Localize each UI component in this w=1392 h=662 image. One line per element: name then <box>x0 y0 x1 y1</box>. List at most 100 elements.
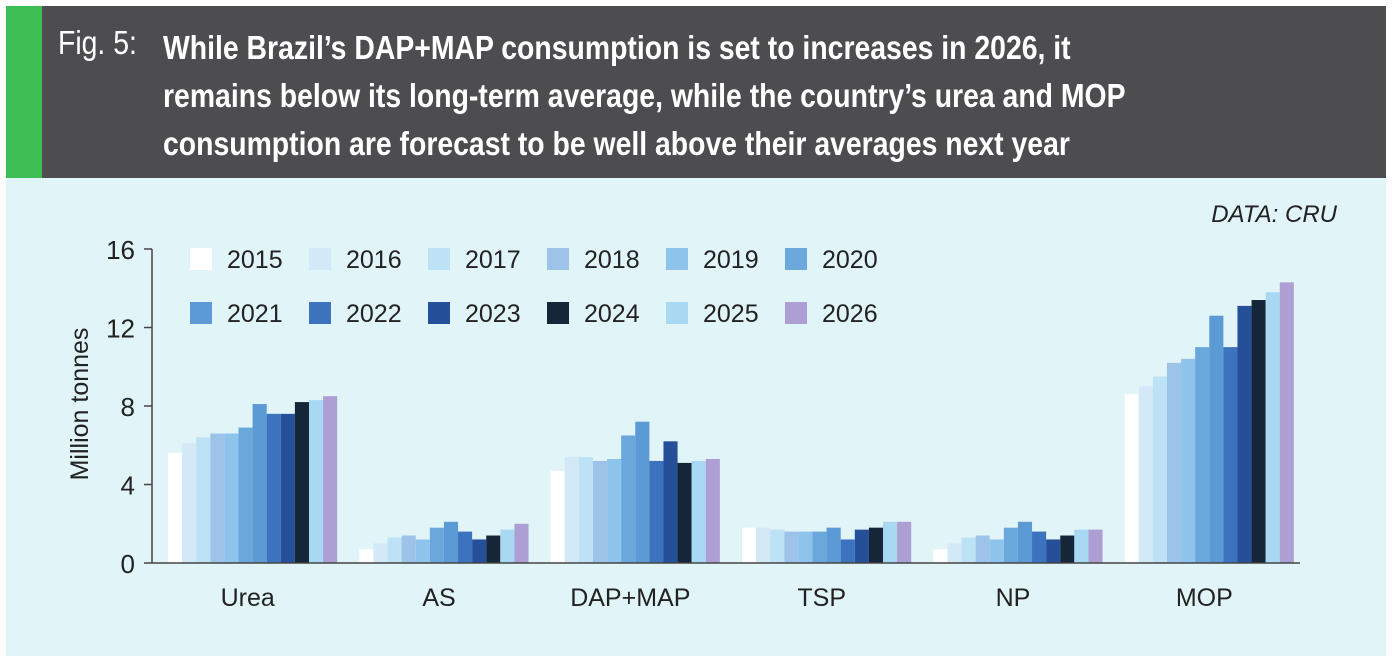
bar-np-2015 <box>933 549 948 563</box>
x-tick-label: TSP <box>797 584 846 612</box>
bar-as-2018 <box>401 535 416 563</box>
legend-label-2026: 2026 <box>822 300 878 328</box>
legend-label-2025: 2025 <box>703 300 759 328</box>
legend-swatch-2024 <box>547 302 569 324</box>
legend-label-2021: 2021 <box>227 300 283 328</box>
bar-urea-2023 <box>280 413 295 563</box>
bar-dap-map-2019 <box>607 458 622 563</box>
figure-label: Fig. 5: <box>58 24 137 61</box>
bar-np-2018 <box>975 535 990 563</box>
bar-dap-map-2025 <box>691 460 706 563</box>
bar-tsp-2025 <box>883 521 898 563</box>
bar-urea-2020 <box>238 427 253 563</box>
bar-urea-2021 <box>252 404 267 563</box>
bar-np-2017 <box>961 537 976 563</box>
bar-np-2019 <box>989 539 1004 563</box>
bar-as-2020 <box>429 527 444 563</box>
bar-tsp-2026 <box>897 521 912 563</box>
x-tick-label: NP <box>996 584 1031 612</box>
bar-np-2024 <box>1060 535 1075 563</box>
legend-label-2024: 2024 <box>584 300 640 328</box>
bar-mop-2017 <box>1152 376 1167 563</box>
bar-tsp-2024 <box>868 527 883 563</box>
legend-swatch-2021 <box>190 302 212 324</box>
figure-title-line-1: While Brazil’s DAP+MAP consumption is se… <box>163 29 1071 66</box>
x-tick-label: Urea <box>221 584 275 612</box>
bar-dap-map-2024 <box>677 462 692 563</box>
bar-mop-2019 <box>1181 358 1196 563</box>
bar-mop-2016 <box>1138 386 1153 564</box>
bar-tsp-2017 <box>770 529 785 563</box>
figure-title: While Brazil’s DAP+MAP consumption is se… <box>163 24 1307 168</box>
x-tick-label: MOP <box>1176 584 1233 612</box>
legend-label-2019: 2019 <box>703 246 759 274</box>
legend-swatch-2026 <box>785 302 807 324</box>
bar-mop-2024 <box>1251 300 1266 563</box>
bar-dap-map-2016 <box>564 457 579 563</box>
bar-tsp-2018 <box>784 531 799 563</box>
legend-swatch-2020 <box>785 248 807 270</box>
bar-tsp-2023 <box>854 529 869 563</box>
bar-dap-map-2017 <box>578 457 593 563</box>
legend-label-2022: 2022 <box>346 300 402 328</box>
legend-swatch-2018 <box>547 248 569 270</box>
y-tick-label: 8 <box>121 392 135 422</box>
bar-dap-map-2021 <box>635 421 650 563</box>
bar-tsp-2022 <box>840 539 855 563</box>
legend-swatch-2019 <box>666 248 688 270</box>
bar-urea-2026 <box>323 396 338 563</box>
y-axis-label: Million tonnes <box>66 328 94 481</box>
bar-tsp-2019 <box>798 531 813 563</box>
bar-as-2017 <box>387 537 402 563</box>
bar-urea-2018 <box>210 433 225 563</box>
bar-dap-map-2020 <box>621 435 636 563</box>
legend-label-2016: 2016 <box>346 246 402 274</box>
bar-as-2019 <box>415 539 430 563</box>
bar-urea-2019 <box>224 433 239 563</box>
legend-swatch-2015 <box>190 248 212 270</box>
y-tick-label: 16 <box>106 235 135 265</box>
bar-as-2022 <box>458 531 473 563</box>
legend-swatch-2023 <box>428 302 450 324</box>
axes-group: 0 4 8 12 16 <box>106 235 1300 579</box>
bar-as-2015 <box>359 549 374 563</box>
legend-label-2015: 2015 <box>227 246 283 274</box>
figure-title-line-2: remains below its long-term average, whi… <box>163 77 1126 114</box>
bar-mop-2020 <box>1195 347 1210 564</box>
bar-tsp-2015 <box>742 527 757 563</box>
bar-urea-2022 <box>266 413 281 563</box>
legend-label-2020: 2020 <box>822 246 878 274</box>
bar-dap-map-2022 <box>649 460 664 563</box>
bar-np-2016 <box>947 543 962 564</box>
bar-urea-2016 <box>182 443 197 563</box>
bar-urea-2015 <box>168 453 183 563</box>
bar-mop-2025 <box>1265 292 1280 563</box>
bar-np-2023 <box>1046 539 1061 563</box>
bar-as-2025 <box>500 529 515 563</box>
bar-np-2021 <box>1017 521 1033 563</box>
accent-bar <box>6 6 42 178</box>
bar-urea-2017 <box>196 437 211 563</box>
bar-np-2025 <box>1074 529 1089 563</box>
bar-np-2020 <box>1003 527 1018 563</box>
bar-urea-2024 <box>294 402 309 563</box>
bar-as-2016 <box>373 543 388 564</box>
bar-dap-map-2015 <box>550 470 565 563</box>
legend-swatch-2016 <box>309 248 331 270</box>
bar-as-2026 <box>514 523 529 563</box>
bar-np-2022 <box>1032 531 1047 563</box>
bar-as-2024 <box>486 535 501 563</box>
bar-dap-map-2023 <box>663 441 678 563</box>
x-tick-label: AS <box>422 584 455 612</box>
bars-group: Urea AS DAP+MAP TSP NP MOP <box>168 282 1294 612</box>
legend-label-2023: 2023 <box>465 300 521 328</box>
legend-swatch-2017 <box>428 248 450 270</box>
bar-as-2023 <box>472 539 487 563</box>
legend-swatch-2022 <box>309 302 331 324</box>
legend-label-2017: 2017 <box>465 246 521 274</box>
bar-tsp-2016 <box>756 527 771 563</box>
y-tick-label: 0 <box>121 549 135 579</box>
bar-dap-map-2018 <box>592 460 608 563</box>
bar-mop-2023 <box>1237 305 1252 563</box>
